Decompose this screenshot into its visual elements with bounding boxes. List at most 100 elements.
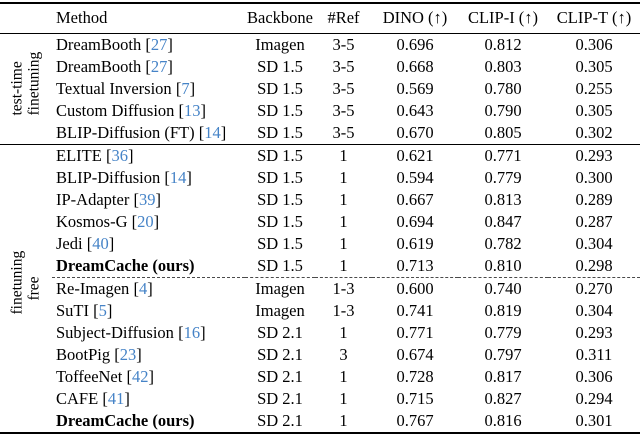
- clip-t-cell: 0.293: [575, 146, 613, 165]
- backbone-cell: SD 2.1: [257, 323, 303, 342]
- backbone-cell: SD 1.5: [257, 168, 303, 187]
- method-cell: CAFE [41]: [56, 389, 130, 408]
- dino-cell: 0.619: [396, 234, 434, 253]
- method-cell: BLIP-Diffusion (FT) [14]: [56, 123, 227, 142]
- dino-cell: 0.674: [396, 345, 434, 364]
- method-cell: SuTI [5]: [56, 301, 113, 320]
- citation-link[interactable]: 5: [98, 301, 107, 320]
- clip-i-cell: 0.803: [484, 57, 522, 76]
- clip-i-cell: 0.827: [484, 389, 522, 408]
- method-name: Kosmos-G: [56, 212, 128, 231]
- backbone-cell: SD 2.1: [257, 367, 303, 386]
- clip-t-cell: 0.301: [575, 411, 613, 430]
- citation-link[interactable]: 14: [169, 168, 187, 187]
- method-name: Re-Imagen: [56, 279, 130, 298]
- ref-cell: 3-5: [332, 57, 355, 76]
- ref-cell: 1-3: [332, 301, 355, 320]
- clip-i-cell: 0.812: [484, 35, 522, 54]
- citation-link[interactable]: 36: [111, 146, 128, 165]
- clip-i-cell: 0.780: [484, 79, 522, 98]
- citation-link[interactable]: 13: [184, 101, 201, 120]
- clip-t-cell: 0.294: [575, 389, 613, 408]
- dino-cell: 0.670: [396, 123, 434, 142]
- method-cell: DreamCache (ours): [52, 255, 245, 278]
- backbone-cell: Imagen: [255, 301, 305, 320]
- dino-cell: 0.643: [396, 101, 434, 120]
- table-row: test-time finetuning DreamBooth [27] Imagen…: [0, 34, 640, 115]
- method-name: Jedi: [56, 234, 83, 253]
- ref-cell: 1: [339, 323, 348, 342]
- method-name: DreamCache (ours): [56, 411, 195, 430]
- ref-cell: 1: [339, 367, 348, 386]
- backbone-cell: SD 1.5: [257, 79, 303, 98]
- dino-cell: 0.713: [396, 256, 434, 275]
- clip-i-cell: 0.797: [484, 345, 522, 364]
- dino-cell: 0.741: [396, 301, 434, 320]
- backbone-cell: SD 1.5: [257, 146, 303, 165]
- dino-cell: 0.569: [396, 79, 434, 98]
- table-row: finetuning free ELITE [36] SD 1.5 1 0.621 0.77…: [0, 145, 640, 315]
- clip-i-cell: 0.816: [484, 411, 522, 430]
- group-label: finetuning free: [0, 145, 52, 434]
- column-header-method: Method: [56, 8, 108, 27]
- table-row: Custom Diffusion [13] SD 1.5 3-5 0.643 0.790…: [0, 100, 640, 122]
- citation-link[interactable]: 23: [119, 345, 137, 364]
- backbone-cell: Imagen: [245, 277, 315, 300]
- citation-link[interactable]: 14: [204, 123, 221, 142]
- dino-cell: 0.668: [396, 57, 434, 76]
- clip-t-cell: 0.255: [575, 79, 613, 98]
- ref-cell: 3-5: [332, 79, 355, 98]
- column-header-ref: #Ref: [327, 8, 360, 27]
- method-name: IP-Adapter: [56, 190, 130, 209]
- ref-cell: 1: [339, 256, 348, 275]
- citation-link[interactable]: 4: [138, 279, 148, 298]
- method-cell: Subject-Diffusion [16]: [56, 323, 206, 342]
- method-cell: DreamCache (ours): [52, 410, 245, 433]
- citation-link[interactable]: 20: [137, 212, 154, 231]
- citation-link[interactable]: 42: [131, 367, 149, 386]
- group-label-text: finetuning free: [8, 250, 43, 315]
- citation-link[interactable]: 7: [181, 79, 190, 98]
- table-row: CAFE [41] SD 2.1 1 0.715 0.827 0.294: [0, 388, 640, 410]
- clip-t-cell: 0.289: [575, 190, 613, 209]
- clip-i-cell: 0.810: [484, 256, 522, 275]
- table-group-1: finetuning free ELITE [36] SD 1.5 1 0.621 0.77…: [0, 144, 640, 434]
- table-row: Subject-Diffusion [16] SD 2.1 1 0.771 0.779 0…: [0, 322, 640, 344]
- clip-i-cell: 0.779: [484, 168, 522, 187]
- dino-cell: 0.767: [396, 411, 434, 430]
- backbone-cell: SD 1.5: [257, 256, 303, 275]
- backbone-cell: SD 2.1: [257, 411, 303, 430]
- group-label-line: finetuning: [8, 250, 26, 315]
- clip-i-cell: 0.740: [458, 277, 548, 300]
- method-cell: DreamBooth [27]: [56, 57, 173, 76]
- clip-t-cell: 0.311: [575, 345, 613, 364]
- header-row: Method Backbone #Ref DINO (↑) CLIP-I (↑) CLIP…: [0, 3, 640, 34]
- method-cell: BootPig [23]: [56, 345, 142, 364]
- dino-cell: 0.715: [396, 389, 434, 408]
- table-row: Re-Imagen [4] Imagen 1-3 0.600 0.740 0.270: [0, 277, 640, 300]
- ref-cell: 3-5: [332, 123, 355, 142]
- citation-link[interactable]: 41: [107, 389, 125, 408]
- table-header: Method Backbone #Ref DINO (↑) CLIP-I (↑) CLIP…: [0, 3, 640, 34]
- citation-link[interactable]: 39: [138, 190, 156, 209]
- group-label: test-time finetuning: [0, 34, 52, 145]
- citation-link[interactable]: 27: [150, 35, 168, 54]
- table-row: Jedi [40] SD 1.5 1 0.619 0.782 0.304: [0, 233, 640, 255]
- method-cell: BLIP-Diffusion [14]: [56, 168, 192, 187]
- clip-t-cell: 0.287: [575, 212, 613, 231]
- clip-i-cell: 0.819: [484, 301, 522, 320]
- clip-t-cell: 0.293: [575, 323, 613, 342]
- method-name: DreamBooth: [56, 35, 142, 54]
- citation-link[interactable]: 27: [150, 57, 168, 76]
- clip-t-cell: 0.300: [575, 168, 613, 187]
- citation-link[interactable]: 40: [92, 234, 109, 253]
- column-header-backbone: Backbone: [247, 8, 313, 27]
- clip-i-cell: 0.847: [484, 212, 522, 231]
- clip-t-cell: 0.304: [575, 234, 613, 253]
- clip-t-cell: 0.306: [575, 367, 613, 386]
- dino-cell: 0.594: [396, 168, 434, 187]
- method-cell: Kosmos-G [20]: [56, 212, 160, 231]
- citation-link[interactable]: 16: [183, 323, 201, 342]
- backbone-cell: SD 2.1: [257, 345, 303, 364]
